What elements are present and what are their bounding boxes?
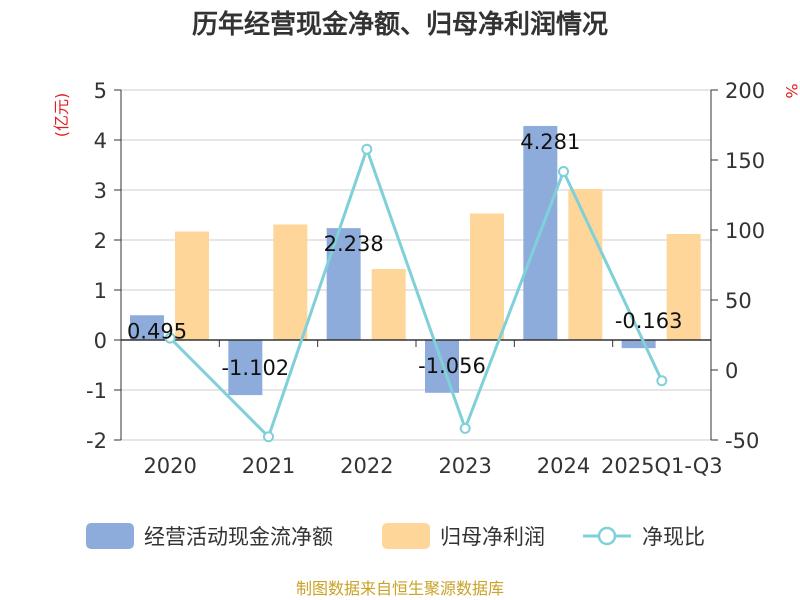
- ratio-point: [164, 332, 176, 344]
- y-right-label: %: [782, 83, 800, 98]
- y-right-tick-label: 100: [725, 219, 765, 243]
- y-right-tick-label: 50: [725, 289, 752, 313]
- x-tick-label: 2021: [242, 454, 295, 478]
- y-left-tick-label: 5: [94, 79, 107, 103]
- bar-net-profit: [666, 234, 701, 340]
- bars: [130, 125, 701, 396]
- y-left-tick-label: -2: [86, 429, 107, 453]
- x-tick-label: 2025Q1-Q3: [601, 454, 723, 478]
- source-note: 制图数据来自恒生聚源数据库: [296, 579, 504, 598]
- y-left-tick-label: 3: [94, 179, 107, 203]
- x-tick-label: 2024: [537, 454, 590, 478]
- bar-net-profit: [371, 269, 406, 340]
- data-labels: 0.495 -1.102 2.238 -1.056 4.281 -0.163: [127, 130, 683, 380]
- bar-net-profit: [273, 224, 308, 340]
- x-tick-label: 2020: [143, 454, 196, 478]
- y-left-tick-label: 0: [94, 329, 107, 353]
- data-label-cashflow: 2.238: [324, 232, 384, 256]
- ratio-point: [558, 165, 569, 177]
- ratio-line: [164, 143, 668, 443]
- bar-net-profit: [470, 213, 504, 340]
- bar-net-profit: [568, 189, 603, 340]
- ratio-point: [656, 375, 668, 387]
- ratio-point: [459, 422, 471, 434]
- data-label-cashflow: 4.281: [520, 130, 580, 154]
- y-left-tick-label: -1: [86, 379, 107, 403]
- y-left-tick-label: 4: [94, 129, 107, 153]
- bar-net-profit: [175, 231, 209, 340]
- ratio-polyline: [169, 144, 664, 440]
- y-right-tick-label: -50: [725, 429, 759, 453]
- bar-cashflow: [228, 340, 263, 396]
- data-label-cashflow: 0.495: [127, 319, 187, 343]
- legend-swatch: [382, 523, 430, 549]
- data-label-cashflow: -1.102: [221, 356, 289, 380]
- x-tick-label: 2022: [340, 454, 393, 478]
- grid: [121, 89, 711, 441]
- y-left-tick-label: 1: [94, 279, 107, 303]
- bar-cashflow: [621, 340, 656, 349]
- x-tick-label: 2023: [438, 454, 491, 478]
- axes: 5 4 3 2 1 0 -1 -2 200 150 100 50 0 -50 2020 2021 2022 202…: [86, 79, 765, 478]
- y-right-tick-label: 200: [725, 79, 765, 103]
- y-right-tick-label: 150: [725, 149, 765, 173]
- legend-label: 归母净利润: [440, 525, 545, 549]
- y-left-label: (亿元): [52, 93, 71, 138]
- legend-label: 净现比: [642, 525, 705, 549]
- y-right-tick-label: 0: [725, 359, 738, 383]
- legend-swatch: [86, 523, 134, 549]
- data-label-cashflow: -0.163: [615, 309, 683, 333]
- ratio-point: [361, 143, 373, 155]
- legend-label: 经营活动现金流净额: [144, 525, 333, 549]
- y-left-tick-label: 2: [94, 229, 107, 253]
- legend-swatch-marker: [597, 526, 617, 546]
- ratio-point: [263, 431, 274, 443]
- data-label-cashflow: -1.056: [418, 354, 486, 378]
- legend: 经营活动现金流净额 归母净利润 净现比: [86, 523, 705, 549]
- chart-title: 历年经营现金净额、归母净利润情况: [192, 9, 608, 40]
- bar-cashflow: [130, 315, 164, 340]
